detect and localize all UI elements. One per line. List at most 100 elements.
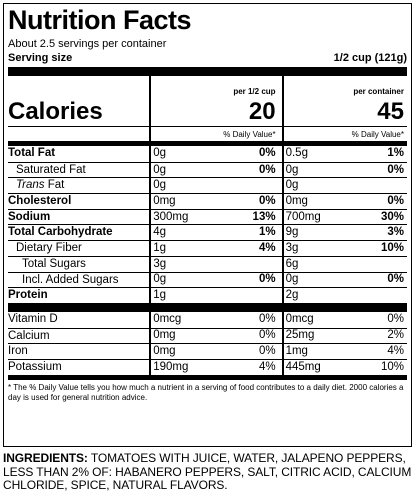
panel-title: Nutrition Facts: [8, 5, 192, 35]
amount-serving: 3g: [153, 257, 167, 270]
amount-cell-container: 0.5g 1%: [281, 146, 407, 162]
amount-cell-serving: 0g 0%: [149, 146, 278, 162]
nutrient-name: Sodium: [8, 210, 51, 223]
nutrient-name: Calcium: [8, 329, 50, 342]
daily-value-serving: 0%: [258, 147, 276, 160]
medium-divider: [8, 141, 407, 146]
daily-value-serving: 4%: [258, 241, 276, 254]
daily-value-container: 10%: [380, 241, 404, 254]
dv-header-container: % Daily Value*: [281, 127, 407, 141]
amount-cell-serving: 0mcg 0%: [149, 311, 278, 328]
daily-value-container: 0%: [387, 163, 404, 176]
amount-serving: 0mg: [153, 329, 176, 342]
nutrient-name: Saturated Fat: [16, 163, 86, 176]
ingredients-label: INGREDIENTS:: [3, 451, 88, 465]
amount-container: 1mg: [285, 345, 308, 358]
amount-cell-container: 3g 10%: [281, 241, 407, 256]
nutrient-name: Cholesterol: [8, 195, 72, 208]
nutrient-name: Total Fat: [8, 147, 56, 159]
nutrient-row: Incl. Added Sugars 0g 0% 0g 0%: [8, 271, 407, 288]
nutrient-name: Vitamin D: [8, 312, 58, 325]
vitamin-rows: Vitamin D 0mcg 0% 0mcg 0% Calcium 0mg 0% 25mg 2% I…: [8, 311, 407, 375]
nutrient-name-rest: Fat: [44, 179, 65, 192]
amount-cell-container: 6g: [281, 256, 407, 272]
amount-cell-container: 0mcg 0%: [281, 311, 407, 328]
daily-value-serving: 0%: [258, 345, 276, 358]
amount-serving: 0mg: [153, 194, 176, 207]
nutrient-row: Protein 1g 2g: [8, 287, 407, 303]
amount-cell-container: 2g: [281, 288, 407, 303]
nutrient-row: Total Carbohydrate 4g 1% 9g 3%: [8, 224, 407, 241]
nutrient-row: Sodium 300mg 13% 700mg 30%: [8, 208, 407, 225]
amount-cell-container: 0g: [281, 178, 407, 194]
daily-value-container: 1%: [387, 147, 404, 160]
nutrient-rows: Total Fat 0g 0% 0.5g 1% Saturated Fat 0g 0% 0g 0%…: [8, 146, 407, 303]
daily-value-header-row: % Daily Value* % Daily Value*: [8, 126, 407, 141]
daily-value-container: 3%: [387, 226, 404, 239]
amount-serving: 0mg: [153, 345, 176, 358]
amount-serving: 0g: [153, 273, 167, 286]
amount-cell-serving: 0mg 0%: [149, 194, 278, 209]
ingredients-statement: INGREDIENTS: TOMATOES WITH JUICE, WATER,…: [3, 451, 413, 493]
amount-cell-serving: 4g 1%: [149, 225, 278, 241]
dv-header-serving: % Daily Value*: [149, 127, 278, 141]
amount-cell-serving: 0g 0%: [149, 272, 278, 288]
daily-value-serving: 0%: [259, 273, 276, 286]
daily-value-serving: 1%: [258, 226, 276, 239]
daily-value-serving: 0%: [258, 163, 276, 176]
amount-cell-container: 445mg 10%: [281, 359, 407, 375]
nutrient-name: Trans Fat: [8, 178, 149, 193]
nutrient-name: Potassium: [8, 360, 62, 373]
serving-size-value: 1/2 cup (121g): [333, 52, 407, 64]
amount-container: 445mg: [285, 360, 321, 373]
servings-per-container: About 2.5 servings per container: [8, 38, 167, 50]
daily-value-container: 10%: [380, 360, 404, 373]
amount-container: 6g: [285, 257, 299, 270]
amount-container: 9g: [285, 226, 299, 239]
amount-container: 0g: [285, 163, 299, 176]
amount-serving: 190mg: [153, 360, 189, 373]
amount-cell-container: 0g 0%: [281, 162, 407, 178]
amount-container: 25mg: [285, 329, 315, 342]
daily-value-container: 4%: [387, 345, 404, 358]
nutrient-name: Dietary Fiber: [16, 242, 82, 255]
amount-serving: 300mg: [153, 210, 189, 223]
daily-value-serving: 0%: [258, 313, 276, 326]
calories-label: Calories: [8, 98, 103, 125]
amount-container: 0mcg: [285, 313, 314, 326]
amount-cell-container: 1mg 4%: [281, 344, 407, 359]
nutrient-name: Incl. Added Sugars: [22, 273, 119, 286]
amount-container: 0.5g: [285, 147, 308, 160]
amount-serving: 0g: [153, 147, 166, 160]
amount-cell-container: 0g 0%: [281, 272, 407, 288]
nutrient-row: Cholesterol 0mg 0% 0mg 0%: [8, 193, 407, 209]
amount-serving: 0mcg: [153, 313, 182, 326]
amount-cell-container: 9g 3%: [281, 225, 407, 241]
amount-cell-serving: 190mg 4%: [149, 359, 278, 375]
amount-cell-serving: 0mg 0%: [149, 344, 278, 359]
serving-size-row: Serving size 1/2 cup (121g): [8, 51, 407, 65]
amount-cell-serving: 0g: [149, 178, 278, 194]
amount-cell-container: 700mg 30%: [281, 209, 407, 225]
thick-divider: [8, 302, 407, 312]
amount-container: 3g: [285, 241, 299, 254]
nutrient-row: Total Fat 0g 0% 0.5g 1%: [8, 146, 407, 162]
amount-serving: 1g: [153, 289, 166, 302]
daily-value-serving: 4%: [258, 360, 276, 373]
nutrient-row: Total Sugars 3g 6g: [8, 255, 407, 272]
nutrient-name: Iron: [8, 345, 28, 358]
daily-value-footnote: * The % Daily Value tells you how much a…: [8, 374, 407, 403]
calories-row: Calories 20 45: [8, 98, 407, 126]
amount-cell-serving: 0g 0%: [149, 162, 278, 178]
nutrient-name-italic: Trans: [16, 179, 45, 192]
amount-container: 700mg: [285, 210, 321, 223]
amount-cell-serving: 300mg 13%: [149, 209, 278, 225]
daily-value-container: 0%: [387, 313, 404, 326]
nutrient-grid: per 1/2 cup per container Calories 20 45…: [8, 76, 407, 375]
nutrient-name: Total Carbohydrate: [8, 226, 113, 239]
serving-size-label: Serving size: [8, 52, 73, 64]
nutrient-row: Saturated Fat 0g 0% 0g 0%: [8, 161, 407, 178]
column-header-row: per 1/2 cup per container: [8, 76, 407, 98]
amount-cell-container: 25mg 2%: [281, 328, 407, 344]
amount-container: 0mg: [285, 194, 308, 207]
